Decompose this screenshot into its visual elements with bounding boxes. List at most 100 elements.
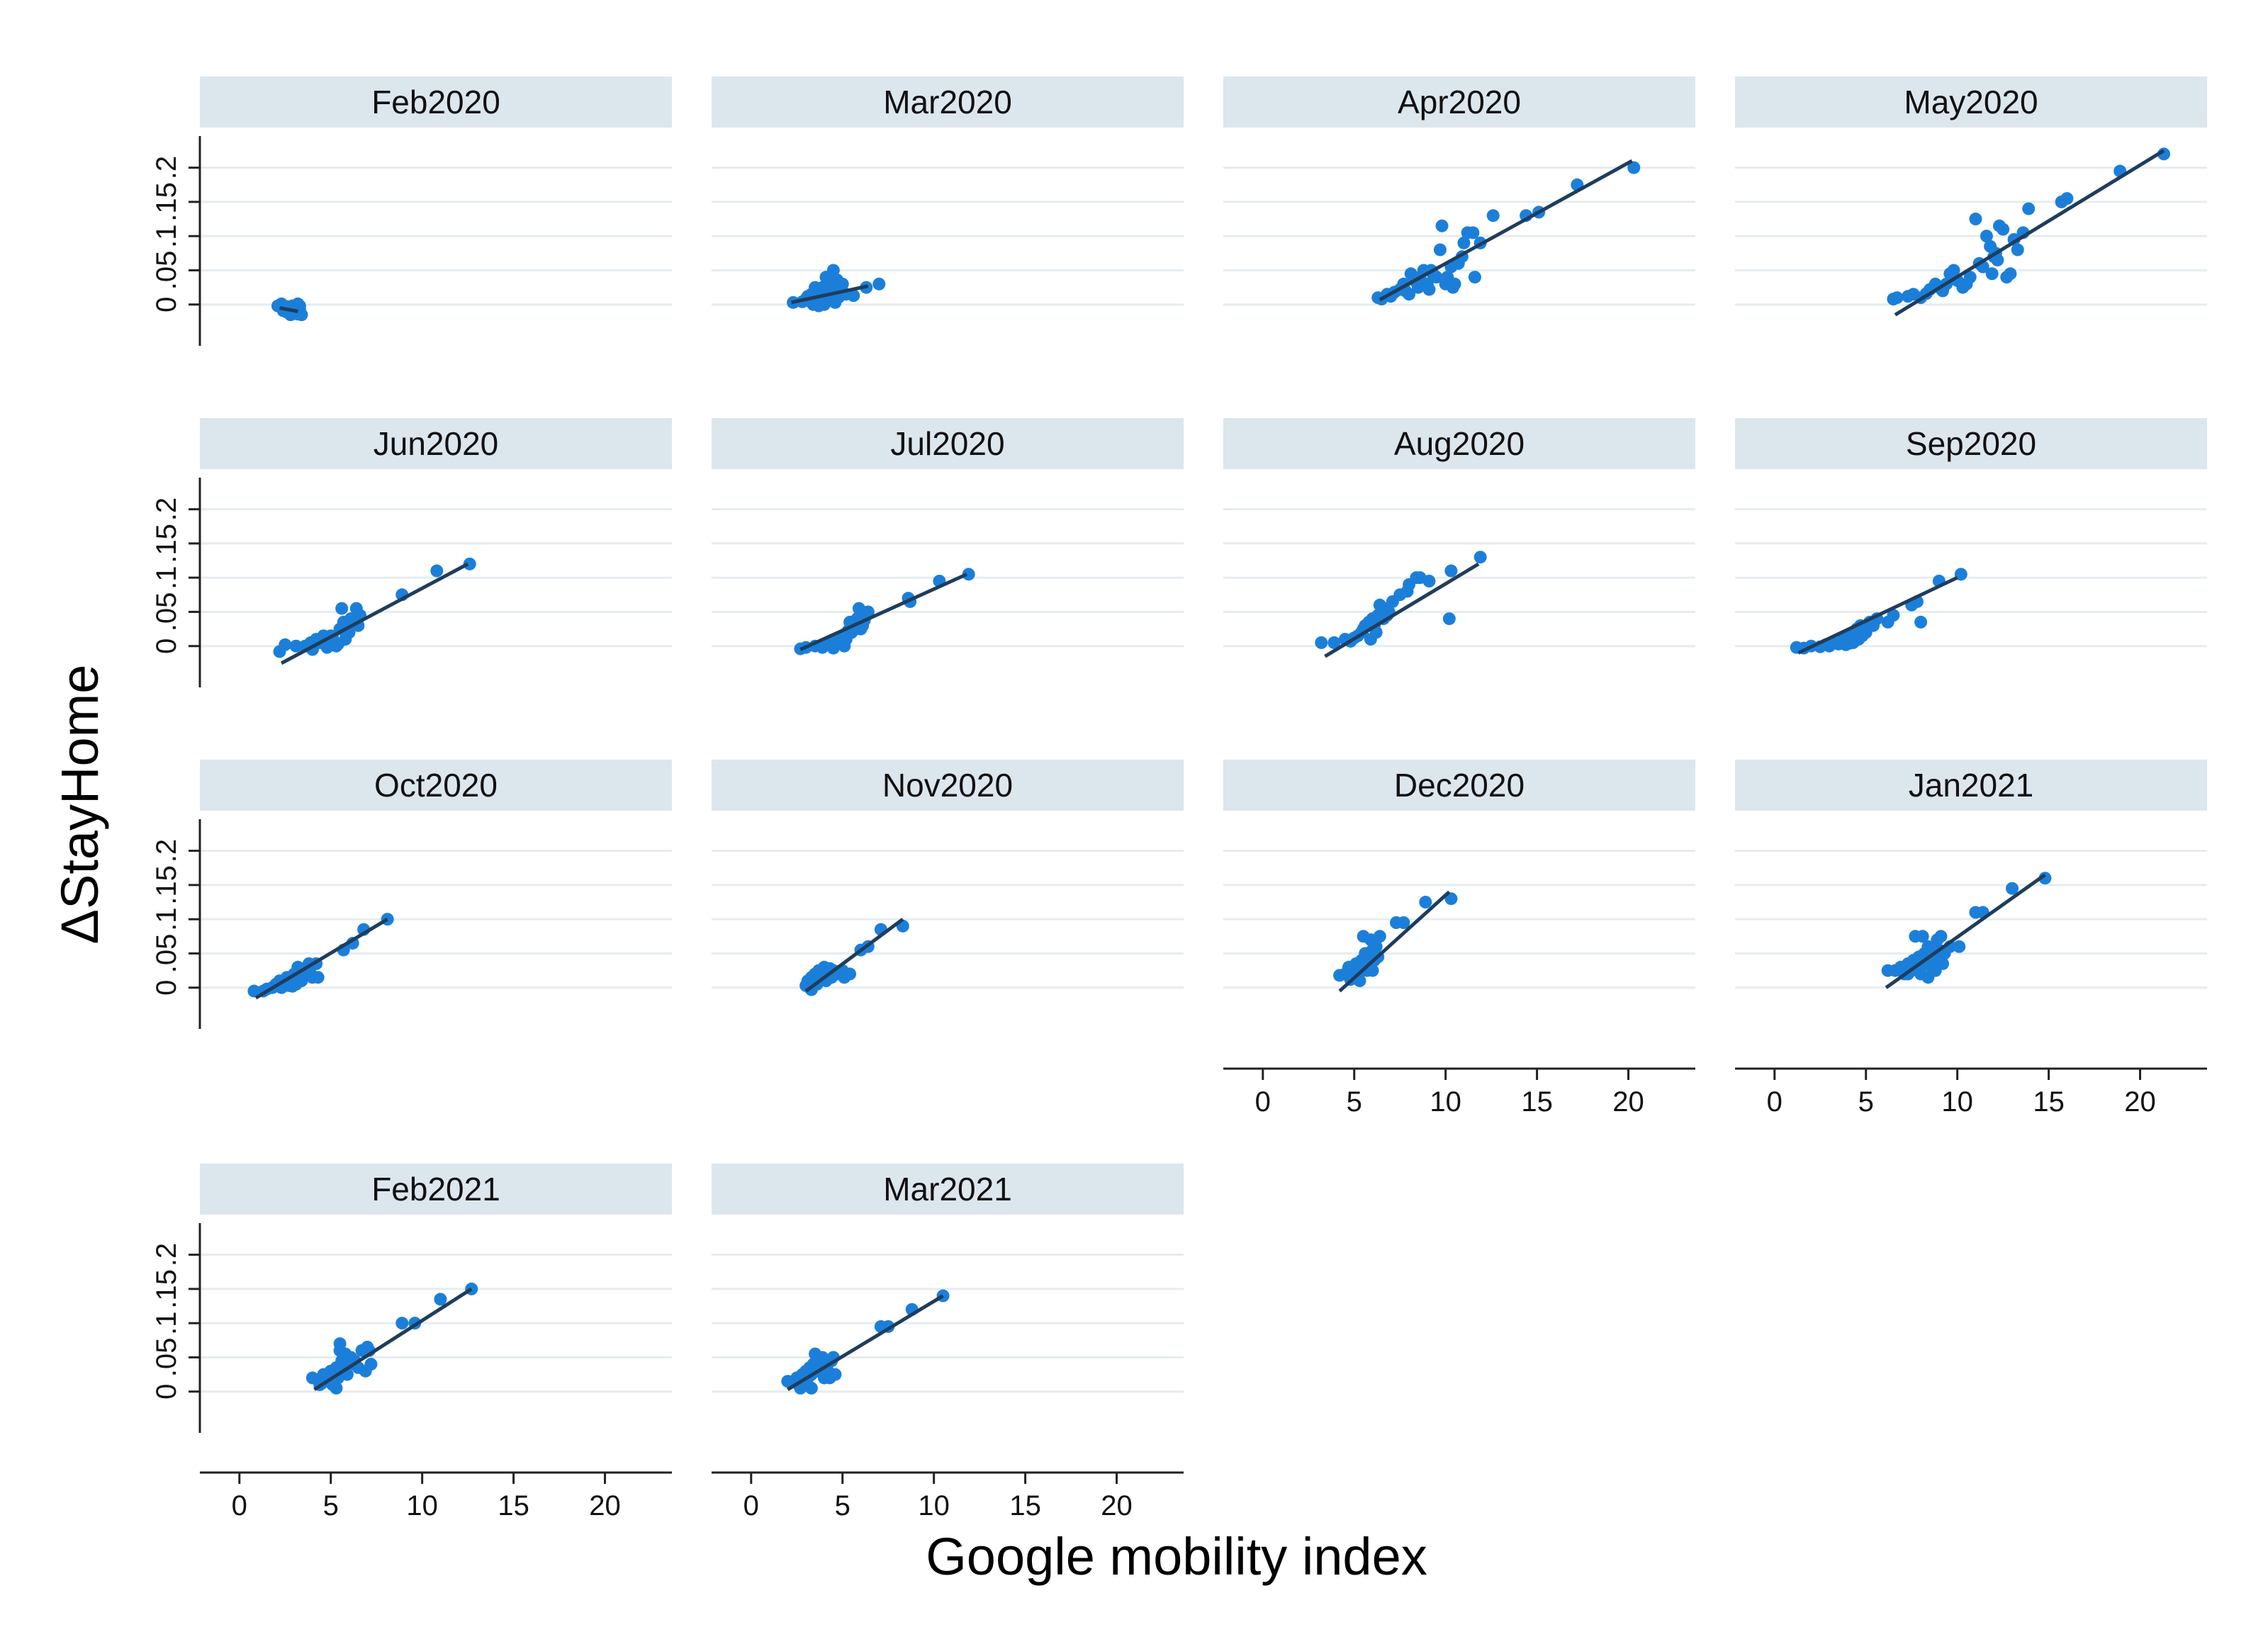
fit-line xyxy=(1885,873,2046,989)
panel-title: Jan2021 xyxy=(1909,767,2034,804)
panel-strip xyxy=(712,1164,1184,1215)
x-tick-label: 10 xyxy=(918,1490,950,1521)
panel-strip xyxy=(712,418,1184,469)
panel-nov2020: Nov2020 xyxy=(712,760,1184,996)
data-point xyxy=(1457,236,1471,249)
data-point xyxy=(430,564,444,578)
data-point xyxy=(1468,271,1481,284)
y-tick-label: .05 xyxy=(151,1338,182,1378)
fit-line xyxy=(1338,890,1451,993)
data-point xyxy=(1969,213,1982,226)
panel-may2020: May2020 xyxy=(1735,77,2207,317)
data-point xyxy=(333,1337,347,1351)
panel-mar2020: Mar2020 xyxy=(712,77,1184,313)
panel-dec2020: Dec2020 0 5 10 15 20 xyxy=(1223,760,1695,1118)
data-point xyxy=(434,1293,447,1306)
data-point xyxy=(1954,568,1967,581)
data-point xyxy=(1887,609,1900,622)
data-point xyxy=(364,1358,378,1371)
x-axis-title: Google mobility index xyxy=(926,1527,1427,1586)
data-point xyxy=(823,1371,836,1385)
y-tick-label: .2 xyxy=(151,839,182,862)
data-point xyxy=(1364,933,1377,947)
data-point xyxy=(1890,291,1904,305)
panel-apr2020: Apr2020 xyxy=(1223,77,1695,306)
data-point xyxy=(1627,161,1641,174)
data-point xyxy=(1914,615,1928,629)
y-tick-label: 0 xyxy=(151,297,182,313)
fit-line xyxy=(279,306,298,313)
panel-jun2020: Jun2020 0 .05 .1.15 .2 xyxy=(151,418,672,687)
fit-line xyxy=(799,573,968,651)
x-tick-label: 20 xyxy=(2124,1086,2156,1118)
x-tick-label: 15 xyxy=(1521,1086,1553,1118)
x-tick-label: 0 xyxy=(1255,1086,1271,1118)
x-tick-label: 20 xyxy=(589,1490,621,1521)
fit-line xyxy=(790,284,869,305)
data-point xyxy=(826,641,840,655)
data-point xyxy=(295,308,308,322)
data-point xyxy=(1366,964,1379,977)
y-tick-label: .1 xyxy=(151,907,182,930)
panel-strip xyxy=(1735,77,2207,128)
panel-strip xyxy=(200,760,672,811)
data-point xyxy=(1963,271,1977,284)
data-point xyxy=(395,1317,409,1330)
x-tick-label: 10 xyxy=(406,1490,438,1521)
y-tick-label: .2 xyxy=(151,1243,182,1266)
panel-jul2020: Jul2020 xyxy=(712,418,1184,655)
data-point xyxy=(291,297,305,310)
data-point xyxy=(335,602,349,615)
data-point xyxy=(1444,892,1458,906)
data-point xyxy=(330,1381,343,1395)
panel-title: Sep2020 xyxy=(1906,425,2036,462)
panel-mar2021: Mar2021 0 5 10 15 20 xyxy=(712,1164,1184,1521)
data-point xyxy=(1444,564,1458,578)
data-point xyxy=(247,984,261,998)
panel-oct2020: Oct2020 0 .05 .1.15 .2 xyxy=(151,760,672,1029)
panel-strip xyxy=(200,418,672,469)
panel-title: Mar2020 xyxy=(883,84,1012,120)
data-point xyxy=(1980,230,1993,243)
x-tick-label: 5 xyxy=(835,1490,850,1521)
data-point xyxy=(286,979,299,993)
panel-aug2020: Aug2020 xyxy=(1223,418,1695,658)
data-point xyxy=(1997,223,2010,236)
data-point xyxy=(1448,277,1461,291)
data-point xyxy=(2060,192,2074,206)
y-tick-label: .1 xyxy=(151,565,182,589)
data-point xyxy=(311,971,325,984)
data-point xyxy=(1419,896,1432,909)
data-point xyxy=(804,1381,818,1395)
data-point xyxy=(2011,243,2024,257)
panel-title: Feb2020 xyxy=(371,84,500,120)
panel-title: Aug2020 xyxy=(1394,425,1525,462)
data-point xyxy=(829,296,842,309)
panel-feb2021: Feb2021 0 .05 .1.15 .2 0 5 10 15 20 xyxy=(151,1164,672,1521)
x-tick-label: 0 xyxy=(1767,1086,1783,1118)
data-point xyxy=(1921,940,1935,953)
fit-line xyxy=(280,562,469,665)
data-point xyxy=(463,557,476,570)
fit-line xyxy=(804,918,904,993)
panel-title: Feb2021 xyxy=(371,1171,500,1208)
panel-title: May2020 xyxy=(1904,84,2038,120)
data-point xyxy=(1435,219,1449,232)
data-point xyxy=(2004,267,2017,281)
data-point xyxy=(847,289,860,303)
data-point xyxy=(838,639,851,653)
data-point xyxy=(1433,243,1447,257)
data-point xyxy=(279,638,292,651)
data-point xyxy=(1403,288,1416,301)
data-point xyxy=(1921,971,1935,984)
data-point xyxy=(1397,916,1410,929)
data-point xyxy=(1843,636,1856,650)
data-point xyxy=(1327,636,1341,649)
data-point xyxy=(1934,930,1948,943)
data-point xyxy=(1953,940,1966,953)
x-tick-label: 5 xyxy=(323,1490,339,1521)
panel-title: Jul2020 xyxy=(890,425,1004,462)
y-tick-label: .2 xyxy=(151,156,182,179)
data-point xyxy=(1947,264,1960,277)
panel-strip xyxy=(200,1164,672,1215)
